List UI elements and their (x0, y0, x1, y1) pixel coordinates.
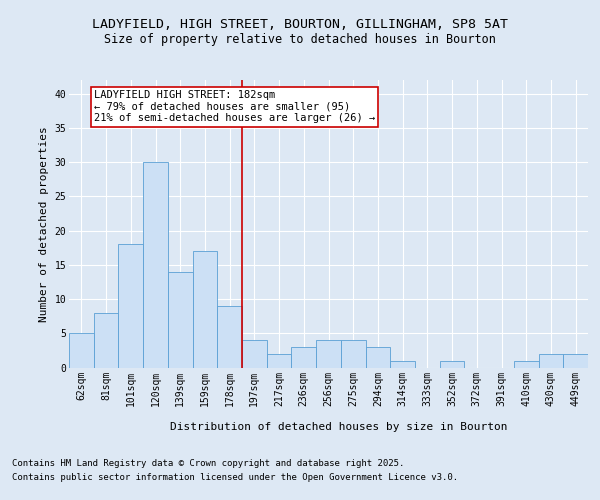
Text: LADYFIELD HIGH STREET: 182sqm
← 79% of detached houses are smaller (95)
21% of s: LADYFIELD HIGH STREET: 182sqm ← 79% of d… (94, 90, 375, 124)
Bar (341, 340, 365, 367)
Bar (118, 244, 143, 368)
Bar (316, 340, 341, 367)
Bar (168, 272, 193, 368)
Text: Contains HM Land Registry data © Crown copyright and database right 2025.: Contains HM Land Registry data © Crown c… (12, 460, 404, 468)
Bar (193, 251, 217, 368)
Bar (267, 354, 292, 368)
Bar (365, 347, 390, 368)
Bar (94, 312, 118, 368)
Text: Distribution of detached houses by size in Bourton: Distribution of detached houses by size … (170, 422, 508, 432)
Bar (440, 360, 464, 368)
Bar (539, 354, 563, 368)
Bar (514, 360, 539, 368)
Bar (143, 162, 168, 368)
Bar (292, 347, 316, 368)
Text: Size of property relative to detached houses in Bourton: Size of property relative to detached ho… (104, 32, 496, 46)
Bar (69, 334, 94, 368)
Bar (242, 340, 267, 367)
Bar (217, 306, 242, 368)
Y-axis label: Number of detached properties: Number of detached properties (39, 126, 49, 322)
Text: LADYFIELD, HIGH STREET, BOURTON, GILLINGHAM, SP8 5AT: LADYFIELD, HIGH STREET, BOURTON, GILLING… (92, 18, 508, 30)
Bar (563, 354, 588, 368)
Bar (390, 360, 415, 368)
Text: Contains public sector information licensed under the Open Government Licence v3: Contains public sector information licen… (12, 473, 458, 482)
